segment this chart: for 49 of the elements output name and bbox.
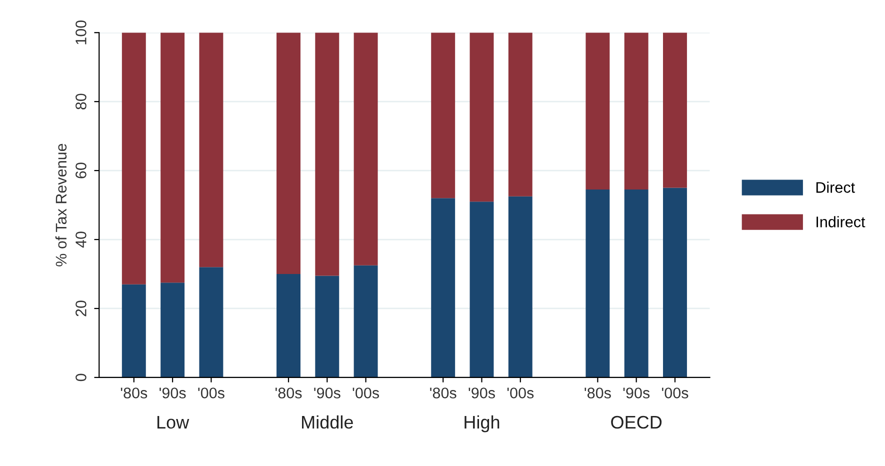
bar [122,32,146,284]
bar [160,32,185,283]
bar [315,276,340,378]
x-tick-label: '80s [276,388,302,398]
bar [431,198,456,378]
bar [624,32,648,190]
y-tick-label: 20 [76,300,86,316]
y-tick-label: 40 [76,232,86,248]
text: OECD [611,416,662,429]
x-tick-label: '80s [584,388,611,398]
text: Low [157,416,190,429]
y-axis-title: % of Tax Revenue [55,144,67,266]
x-tick-label: '90s [468,388,495,398]
legend-label: Direct [816,182,855,193]
y-tick-label: 0 [76,374,86,382]
bar [354,265,378,378]
bar [160,282,185,378]
bar [470,32,494,202]
bar [122,284,146,378]
bar [431,32,456,198]
x-tick-label: '80s [430,388,456,398]
bar [470,202,494,378]
x-tick-label: '90s [623,388,650,398]
legend-label: Indirect [816,216,866,228]
bar [586,190,610,378]
y-tick-label: 80 [76,94,86,110]
y-tick-label: 100 [76,20,86,44]
x-tick-label: '90s [314,388,340,398]
bar [624,190,648,378]
text: High [464,415,500,432]
bar [663,32,687,188]
bar [663,188,687,378]
y-tick-label: 60 [76,162,86,178]
x-tick-label: '80s [120,388,148,398]
x-tick-label: '00s [662,388,688,398]
bar [199,267,224,378]
bar [276,32,300,274]
x-tick-label: '00s [352,388,380,398]
bar [354,32,378,266]
bar [315,32,340,276]
bar [508,196,532,378]
text: Middle [302,415,353,429]
bar [586,32,610,190]
bar [276,274,300,378]
x-tick-label: '00s [507,388,534,398]
bar [199,32,224,268]
x-tick-label: '90s [160,388,186,398]
x-tick-label: '00s [198,388,224,398]
bar [508,32,532,196]
